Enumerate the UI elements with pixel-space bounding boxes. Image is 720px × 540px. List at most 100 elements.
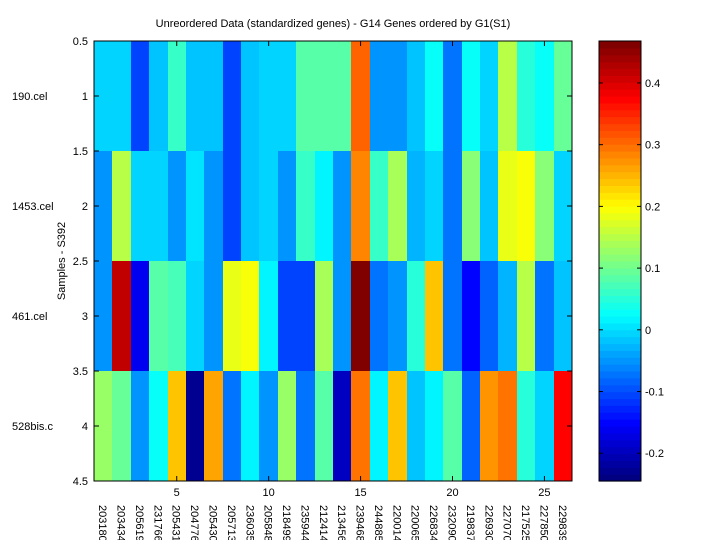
heatmap-cell [333, 41, 351, 151]
row-label: 1453.cel [12, 201, 54, 213]
heatmap-cell [333, 151, 351, 261]
colorbar[interactable] [599, 41, 641, 482]
column-label: 205430_ [207, 505, 219, 540]
heatmap-cell [131, 261, 149, 371]
heatmap-cell [535, 151, 554, 261]
y-tick-label: 1 [82, 91, 88, 103]
colorbar-level [599, 240, 641, 248]
column-label: 217525_ [519, 505, 531, 540]
colorbar-level [599, 171, 641, 180]
heatmap-cell [388, 151, 407, 261]
heatmap-cell [204, 261, 223, 371]
heatmap-cell [480, 371, 498, 481]
column-label: 235944_ [298, 505, 310, 540]
heatmap-cell [259, 261, 278, 371]
heatmap-cell [498, 371, 517, 481]
colorbar-level [599, 157, 641, 166]
column-label: 205619_ [133, 505, 145, 540]
heatmap-cell [535, 371, 554, 481]
heatmap-cells [94, 41, 572, 481]
heatmap-cell [186, 371, 204, 481]
heatmap-cell [223, 261, 241, 371]
colorbar-level [599, 206, 641, 214]
heatmap-cell [315, 371, 333, 481]
colorbar-level [599, 82, 641, 90]
colorbar-level [599, 302, 641, 310]
heatmap-cell [535, 41, 554, 151]
heatmap-cell [223, 371, 241, 481]
heatmap-cell [278, 151, 296, 261]
y-tick-label: 2 [82, 201, 88, 213]
colorbar-level [599, 453, 641, 461]
colorbar-level [599, 116, 641, 125]
heatmap-cell [241, 151, 259, 261]
heatmap-cell [388, 41, 407, 151]
colorbar-level [599, 288, 641, 296]
heatmap-cell [168, 41, 186, 151]
column-label: 220065_ [409, 505, 421, 540]
column-label: 232090_ [446, 505, 458, 540]
colorbar-level [599, 377, 641, 386]
colorbar-level [599, 412, 641, 420]
colorbar-level [599, 350, 641, 358]
colorbar-level [599, 219, 641, 228]
colorbar-level [599, 130, 641, 138]
heatmap-cell [241, 371, 259, 481]
heatmap-cell [149, 261, 168, 371]
heatmap-cell [94, 151, 112, 261]
column-label: 231766_ [151, 505, 163, 540]
colorbar-level [599, 164, 641, 173]
heatmap-cell [443, 151, 462, 261]
x-tick-label: 25 [538, 487, 550, 499]
row-label: 190.cel [12, 91, 47, 103]
heatmap-cell [517, 151, 535, 261]
colorbar-level [599, 322, 641, 331]
heatmap-cell [535, 261, 554, 371]
heatmap-cell [149, 41, 168, 151]
colorbar-level [599, 405, 641, 413]
heatmap-cell [517, 371, 535, 481]
colorbar-level [599, 192, 641, 200]
heatmap-cell [351, 151, 370, 261]
colorbar-frame [598, 40, 642, 482]
heatmap-cell [554, 41, 572, 151]
heatmap-cell [370, 41, 388, 151]
column-label: 220014_ [390, 505, 402, 540]
heatmap-cell [425, 41, 443, 151]
colorbar-level [599, 336, 641, 345]
heatmap-cell [480, 261, 498, 371]
heatmap-cell [204, 41, 223, 151]
column-label: 244885_ [372, 505, 384, 540]
heatmap-cell [425, 151, 443, 261]
heatmap-cell [370, 151, 388, 261]
heatmap-cell [333, 371, 351, 481]
y-axis: 0.5 1 1.5 2 2.5 3 3.5 4 4.5 [73, 36, 572, 488]
x-tick-label: 15 [354, 487, 366, 499]
x-tick-label: 5 [174, 487, 180, 499]
heatmap-cell [94, 261, 112, 371]
heatmap-cell [315, 41, 333, 151]
heatmap-cell [131, 151, 149, 261]
heatmap-cell [554, 261, 572, 371]
column-label: 229839_ [556, 505, 568, 540]
heatmap-cell [223, 41, 241, 151]
colorbar-level [599, 357, 641, 365]
colorbar-level [599, 178, 641, 186]
y-tick-label: 2.5 [73, 256, 88, 268]
heatmap-cell [425, 261, 443, 371]
colorbar-level [599, 460, 641, 468]
column-label: 226834_ [427, 505, 439, 540]
heatmap-cell [333, 261, 351, 371]
colorbar-tick-label: -0.1 [645, 387, 664, 399]
colorbar-level [599, 137, 641, 145]
heatmap-cell [407, 371, 425, 481]
heatmap-cell [315, 151, 333, 261]
heatmap-cell [517, 261, 535, 371]
heatmap-cell [462, 261, 480, 371]
heatmap-cell [149, 371, 168, 481]
heatmap-cell [131, 41, 149, 151]
y-tick-label: 0.5 [73, 36, 88, 48]
heatmap-cell [498, 261, 517, 371]
heatmap-cell [407, 41, 425, 151]
